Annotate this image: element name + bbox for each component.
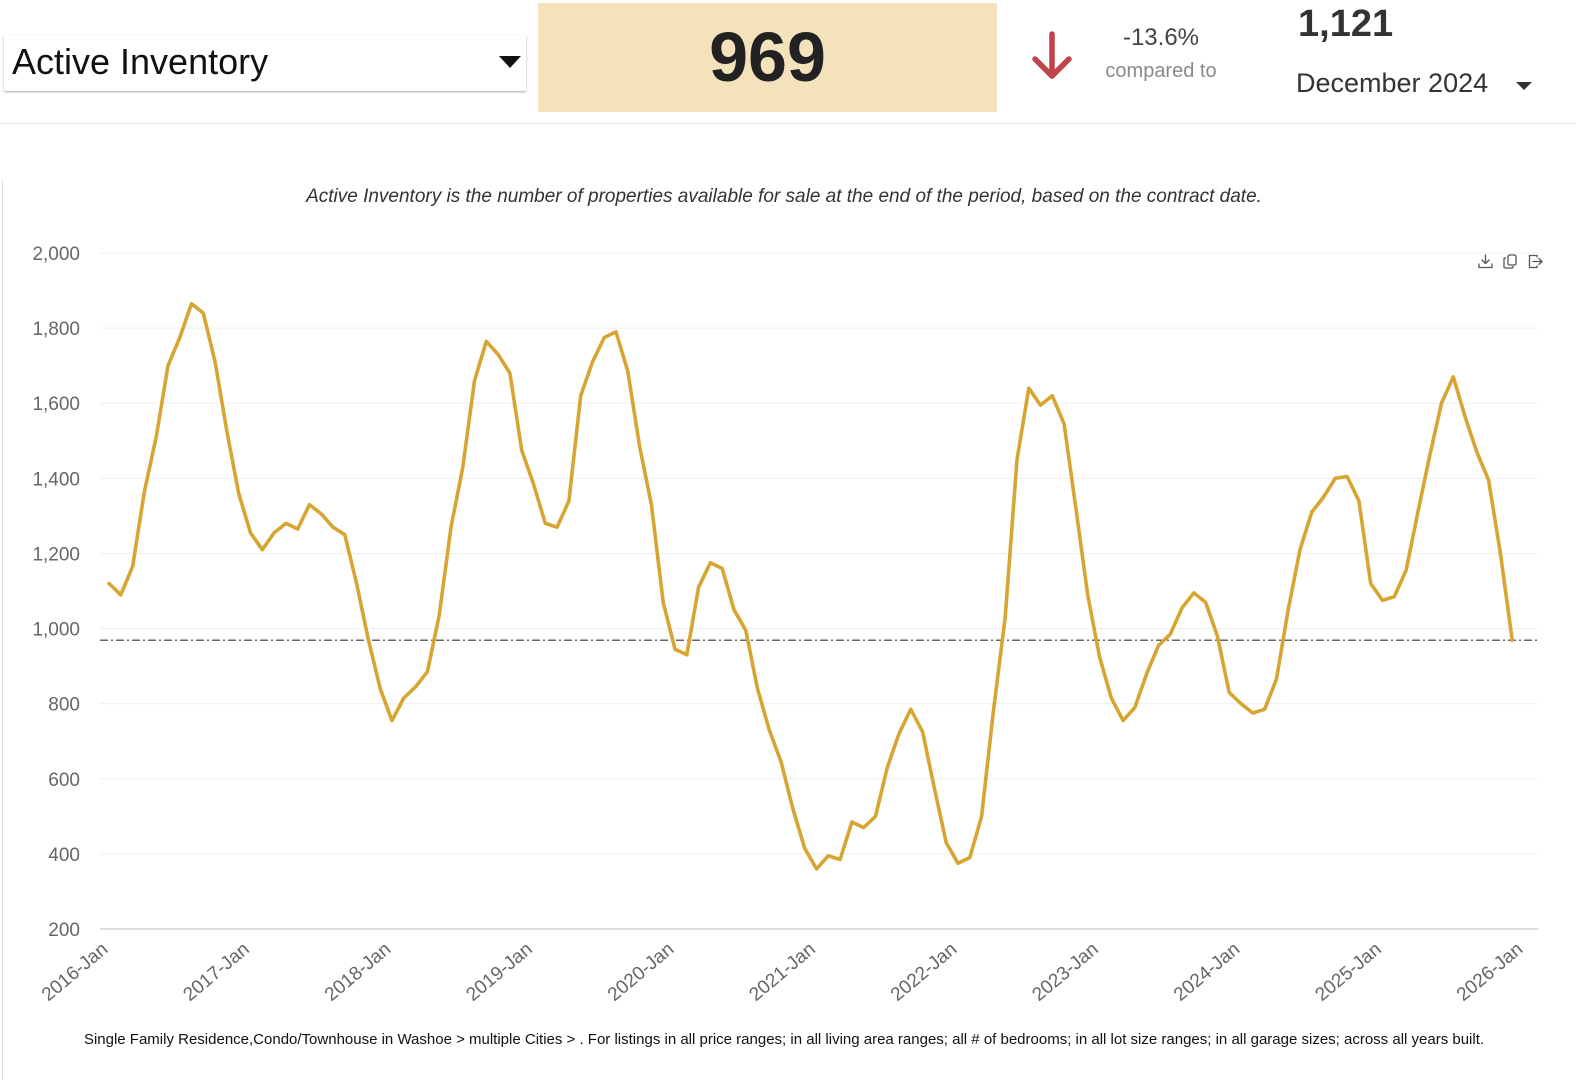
x-axis: 2016-Jan 2017-Jan 2018-Jan 2019-Jan 2020-Jan…: [38, 939, 1527, 1006]
x-tick-label: 2016-Jan: [38, 939, 112, 1006]
compare-value: 1,121: [1298, 3, 1394, 45]
y-axis: 200 400 600 800 1,000 1,200 1,400 1,600 1,800 2,0…: [32, 244, 80, 941]
metric-selector-label: Active Inventory: [12, 41, 269, 82]
x-tick-label: 2019-Jan: [463, 939, 537, 1006]
change-percent: -13.6%: [1122, 24, 1200, 51]
line-chart: 200 400 600 800 1,000 1,200 1,400 1,600 1,800 2,0…: [32, 244, 1538, 1006]
caret-down-icon[interactable]: [1516, 82, 1532, 90]
y-tick-label: 600: [48, 770, 80, 791]
x-tick-label: 2023-Jan: [1029, 939, 1103, 1006]
series-line: [107, 301, 1514, 871]
x-tick-label: 2020-Jan: [604, 939, 678, 1006]
y-tick-label: 1,800: [32, 319, 80, 340]
x-tick-label: 2018-Jan: [321, 939, 395, 1006]
metric-selector[interactable]: Active Inventory: [4, 35, 526, 91]
y-tick-label: 1,200: [32, 544, 80, 565]
chart-description: Active Inventory is the number of proper…: [306, 186, 1262, 207]
export-icon[interactable]: [1527, 253, 1544, 270]
y-tick-label: 1,400: [32, 469, 80, 490]
x-tick-label: 2022-Jan: [887, 939, 961, 1006]
y-tick-label: 2,000: [32, 244, 80, 265]
period-selector-label: December 2024: [1296, 68, 1489, 98]
arrow-down-icon: [1032, 31, 1072, 79]
panel-border: [2, 180, 3, 1080]
x-tick-label: 2017-Jan: [180, 939, 254, 1006]
compared-to-label: compared to: [1105, 60, 1217, 82]
x-tick-label: 2024-Jan: [1170, 939, 1244, 1006]
x-tick-label: 2025-Jan: [1312, 939, 1386, 1006]
y-tick-label: 1,000: [32, 620, 80, 641]
x-tick-label: 2021-Jan: [746, 939, 820, 1006]
current-value: 969: [538, 3, 997, 112]
download-icon[interactable]: [1477, 253, 1494, 270]
chart-grid: [100, 252, 1538, 930]
chart-footnote: Single Family Residence,Condo/Townhouse …: [83, 1031, 1485, 1048]
y-tick-label: 1,600: [32, 394, 80, 415]
x-tick-label: 2026-Jan: [1453, 939, 1527, 1006]
header-divider: [0, 123, 1576, 124]
copy-icon[interactable]: [1502, 253, 1519, 270]
y-tick-label: 400: [48, 845, 80, 866]
y-tick-label: 800: [48, 695, 80, 716]
y-tick-label: 200: [48, 920, 80, 941]
period-selector[interactable]: December 2024: [1292, 64, 1542, 108]
series-layer: [107, 301, 1514, 871]
caret-down-icon[interactable]: [499, 56, 521, 68]
